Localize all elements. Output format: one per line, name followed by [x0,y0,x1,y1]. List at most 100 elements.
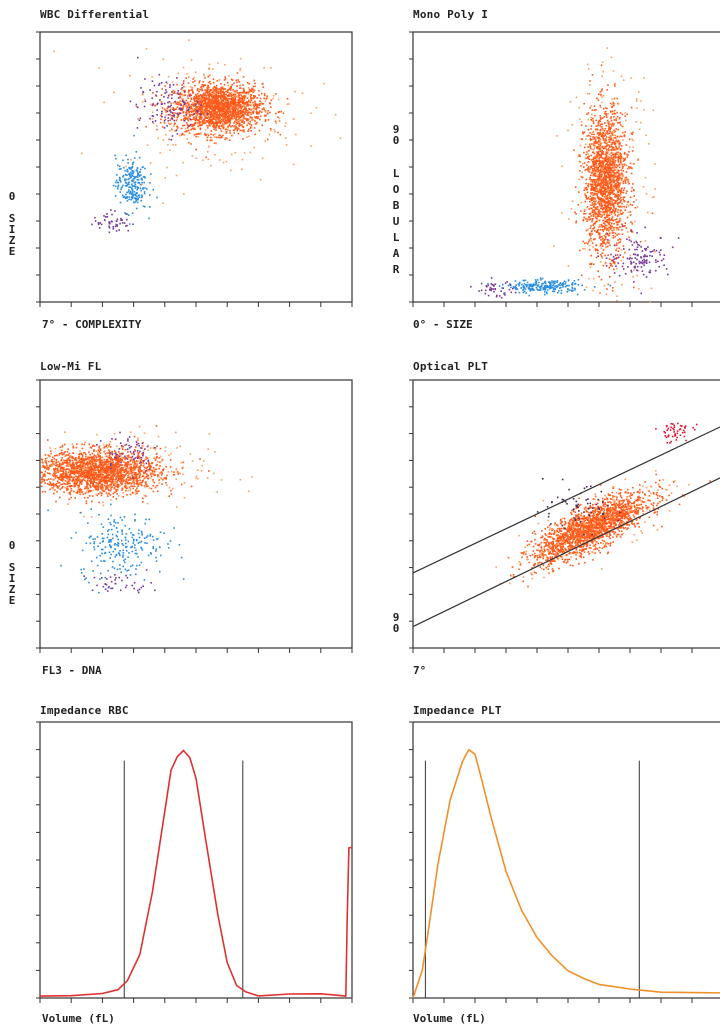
data-point [70,465,73,467]
data-point [202,112,204,115]
data-point [585,178,588,181]
data-point [556,280,559,282]
data-point [583,151,585,154]
data-point [136,169,138,171]
data-point [219,108,221,110]
data-point [265,114,267,117]
data-point [259,110,261,112]
data-point [628,138,631,140]
data-point [591,138,593,141]
data-point [242,91,244,94]
data-point [129,192,132,194]
data-point [522,285,525,287]
data-point [205,120,208,122]
data-point [144,177,146,179]
data-point [200,94,202,97]
data-point [191,118,193,121]
data-point [592,119,594,121]
data-point [196,111,199,114]
data-point [120,168,122,170]
data-point [600,106,602,109]
data-point [185,127,187,130]
data-point [231,113,234,115]
data-point [228,102,230,105]
data-point [594,187,597,189]
data-point [608,149,610,152]
data-point [491,284,494,286]
data-point [195,111,198,114]
data-point [605,220,607,223]
data-point [131,190,134,192]
data-point [202,98,205,101]
data-point [127,162,129,164]
data-point [228,106,230,108]
data-point [240,111,242,114]
data-point [244,117,246,120]
data-point [227,118,229,121]
data-point [480,282,483,285]
data-point [151,80,154,82]
data-point [226,119,228,122]
data-point [143,105,146,108]
data-point [616,199,619,202]
data-point [219,111,221,114]
data-point [160,82,163,84]
data-point [602,94,605,97]
data-point [222,97,225,99]
data-point [593,180,596,182]
data-point [578,106,580,109]
data-point [214,107,217,109]
data-point [611,225,613,227]
data-point [606,214,609,216]
data-point [137,118,139,120]
data-point [581,138,583,140]
data-point [182,101,185,103]
data-point [55,483,58,485]
data-point [615,244,618,246]
data-point [226,90,228,93]
data-point [494,283,497,285]
data-point [612,175,614,177]
data-point [613,129,615,132]
data-point [168,122,170,125]
data-point [617,196,619,198]
data-point [235,104,238,107]
data-point [170,122,172,125]
data-point [658,251,661,254]
data-point [226,112,228,114]
data-point [538,289,541,291]
data-point [163,108,166,111]
data-point [171,81,174,84]
data-point [598,169,600,172]
data-point [554,280,557,283]
data-point [183,117,186,119]
data-point [604,134,607,136]
data-point [610,143,613,146]
data-point [238,81,241,83]
data-point [239,67,242,70]
data-point [258,90,260,92]
data-point [195,97,198,100]
data-point [233,132,235,134]
data-point [233,102,235,104]
data-point [182,82,185,85]
data-point [240,124,243,126]
data-point [626,178,628,181]
data-point [186,73,188,75]
data-point [593,141,596,143]
data-point [633,241,636,244]
data-point [603,211,606,213]
data-point [190,110,192,113]
data-point [593,152,596,155]
data-point [126,218,128,221]
data-point [607,84,609,86]
data-point [615,172,617,174]
data-point [519,281,521,284]
data-point [599,198,601,201]
data-point [123,195,126,198]
data-point [224,76,226,78]
data-point [180,119,183,121]
data-point [213,92,215,94]
data-point [136,178,139,181]
data-point [582,240,584,243]
